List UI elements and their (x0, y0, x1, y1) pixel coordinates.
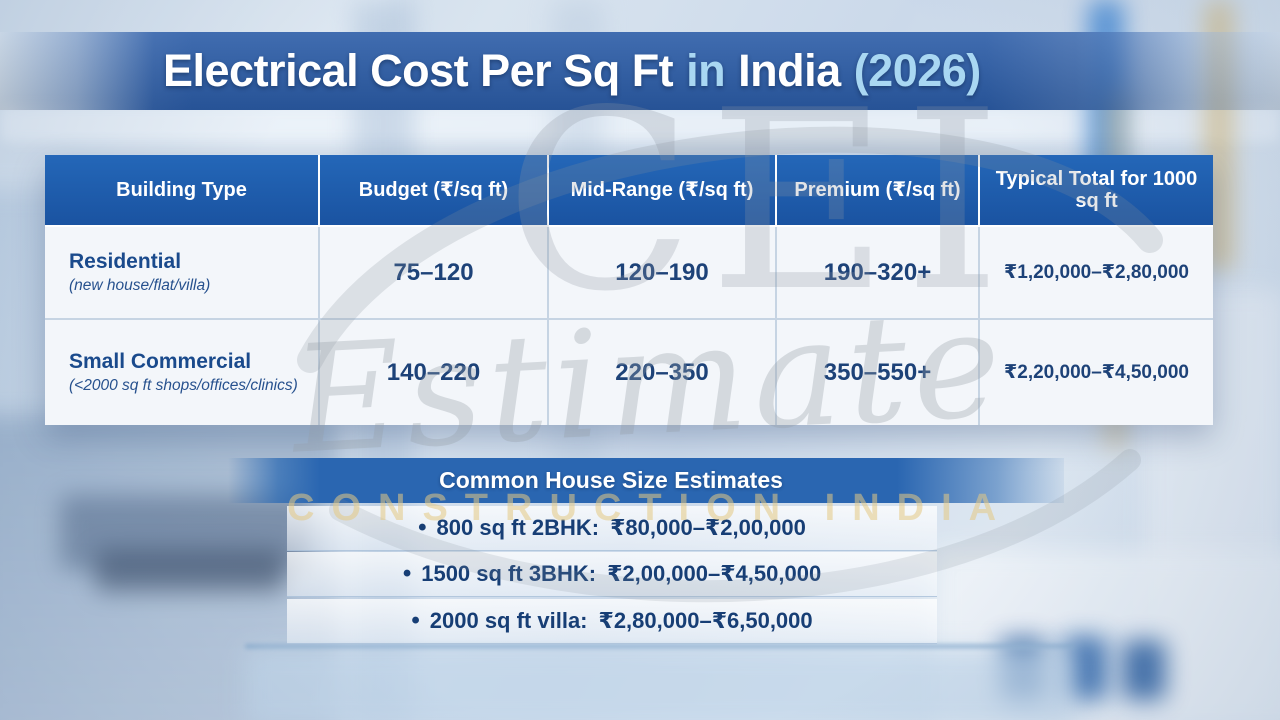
table-body: Residential (new house/flat/villa) 75–12… (45, 225, 1213, 425)
cell-residential-premium: 190–320+ (777, 227, 978, 318)
title-india: India (738, 45, 841, 96)
cell-commercial-total: ₹2,20,000–₹4,50,000 (980, 320, 1213, 425)
estimate-value: ₹2,00,000–₹4,50,000 (607, 561, 822, 586)
estimate-label: 1500 sq ft 3BHK: (421, 561, 597, 586)
title-banner (0, 32, 1280, 110)
cell-commercial-budget: 140–220 (320, 320, 547, 425)
estimates-banner-title: Common House Size Estimates (439, 467, 783, 493)
table-row-commercial-type: Small Commercial (<2000 sq ft shops/offi… (45, 320, 318, 425)
title-main: Electrical Cost Per Sq Ft (163, 45, 674, 96)
table-row-residential-type: Residential (new house/flat/villa) (45, 227, 318, 318)
title-accent-in: in (686, 45, 726, 96)
column-header-mid-range: Mid-Range (₹/sq ft) (549, 155, 775, 225)
building-type-label: Small Commercial (69, 350, 252, 374)
estimate-item-2bhk: • 800 sq ft 2BHK: ₹80,000–₹2,00,000 (287, 506, 937, 550)
page-title: Electrical Cost Per Sq Ft in India (2026… (163, 32, 981, 110)
bullet-icon: • (402, 560, 412, 587)
column-header-premium: Premium (₹/sq ft) (777, 155, 978, 225)
bg-breaker-block (95, 550, 285, 592)
estimate-item-3bhk: • 1500 sq ft 3BHK: ₹2,00,000–₹4,50,000 (287, 552, 937, 596)
bg-bench-edge (245, 644, 1075, 649)
estimates-banner: Common House Size Estimates (228, 458, 1064, 503)
column-header-budget: Budget (₹/sq ft) (320, 155, 547, 225)
building-type-subtitle: (<2000 sq ft shops/offices/clinics) (69, 377, 298, 395)
cell-residential-budget: 75–120 (320, 227, 547, 318)
building-type-label: Residential (69, 250, 182, 274)
cell-residential-total: ₹1,20,000–₹2,80,000 (980, 227, 1213, 318)
title-year: (2026) (853, 45, 982, 96)
cell-commercial-mid: 220–350 (549, 320, 775, 425)
table-header-row: Building Type Budget (₹/sq ft) Mid-Range… (45, 155, 1213, 225)
cell-commercial-premium: 350–550+ (777, 320, 978, 425)
estimate-label: 800 sq ft 2BHK: (436, 515, 600, 540)
bg-bench (245, 648, 1075, 720)
building-type-subtitle: (new house/flat/villa) (69, 277, 211, 295)
estimate-item-villa: • 2000 sq ft villa: ₹2,80,000–₹6,50,000 (287, 599, 937, 643)
cost-table: Building Type Budget (₹/sq ft) Mid-Range… (45, 155, 1213, 425)
bg-light-band (0, 106, 1280, 142)
bg-breaker-block (1122, 640, 1166, 700)
cell-residential-mid: 120–190 (549, 227, 775, 318)
estimate-label: 2000 sq ft villa: (429, 608, 588, 633)
estimate-value: ₹80,000–₹2,00,000 (610, 515, 806, 540)
column-header-typical-total: Typical Total for 1000 sq ft (980, 155, 1213, 225)
estimate-value: ₹2,80,000–₹6,50,000 (598, 608, 813, 633)
bullet-icon: • (418, 514, 427, 541)
column-header-building-type: Building Type (45, 155, 318, 225)
bullet-icon: • (411, 607, 420, 634)
